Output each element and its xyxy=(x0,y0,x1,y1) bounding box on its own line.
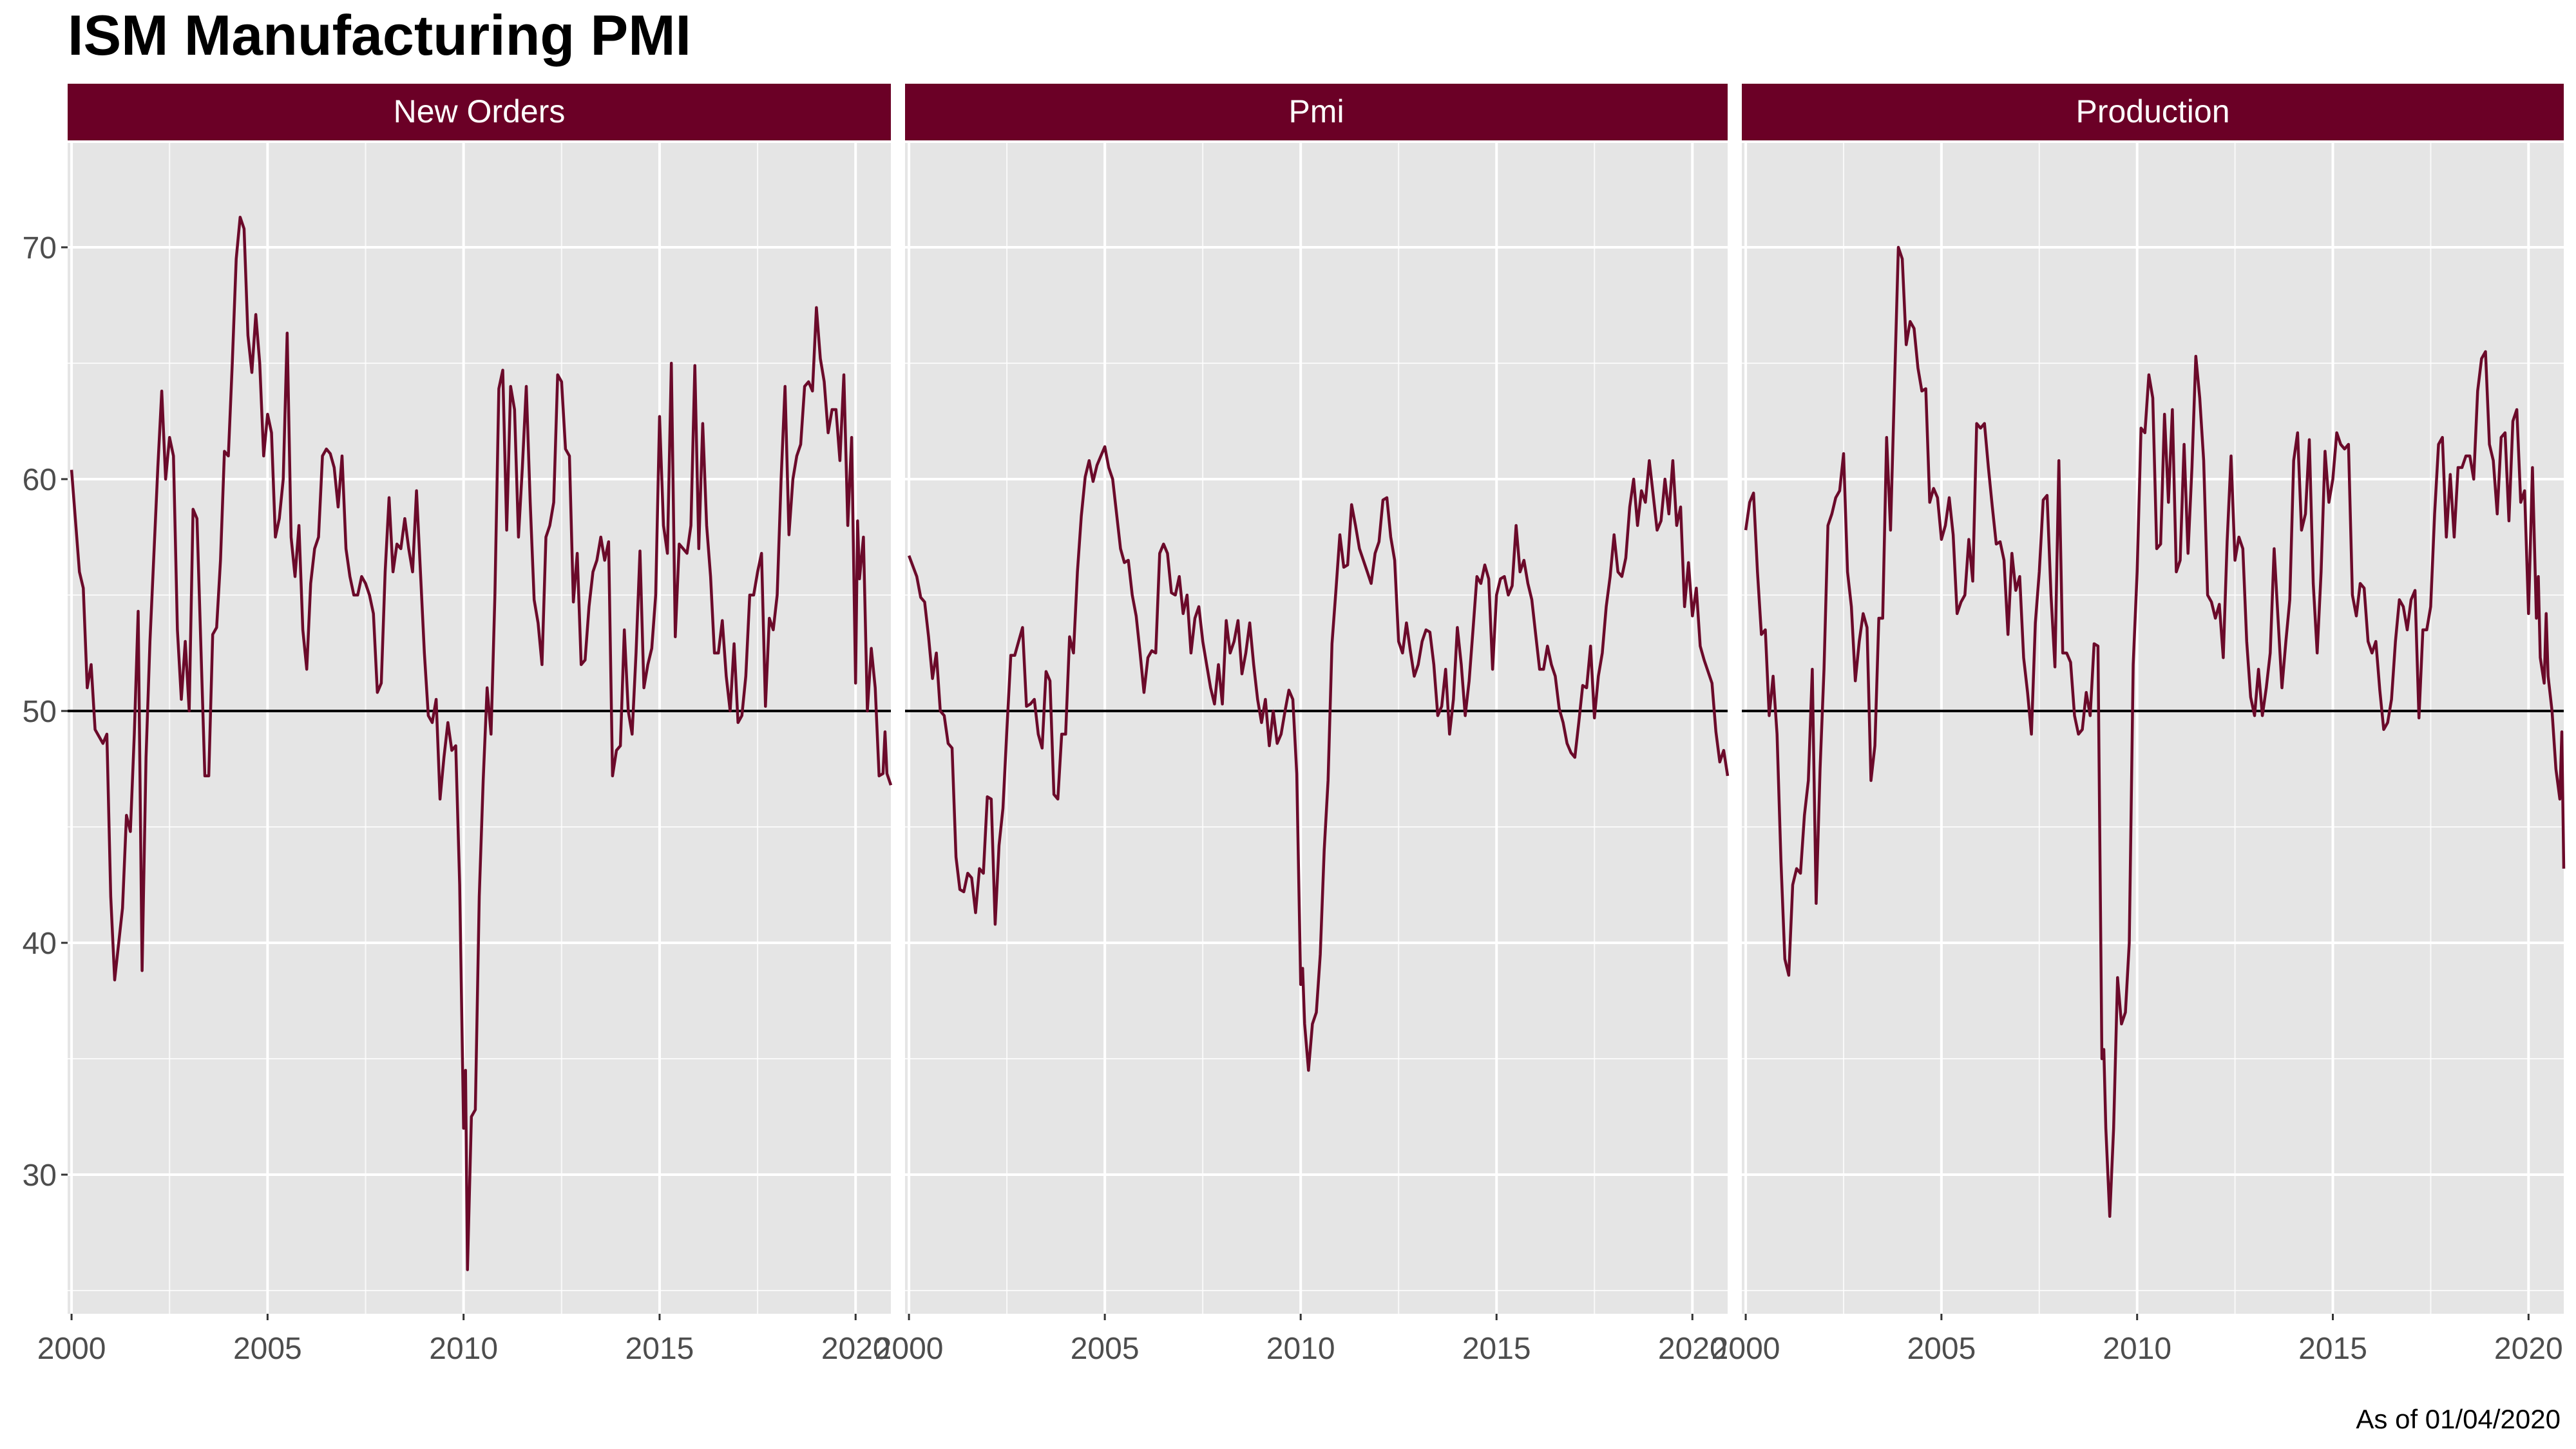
panel-background xyxy=(905,143,1728,1314)
panel-background xyxy=(68,143,891,1314)
facet-strip-label: Production xyxy=(2075,93,2229,129)
x-tick-label: 2010 xyxy=(2103,1332,2171,1366)
facet-strip-label: Pmi xyxy=(1288,93,1344,129)
x-tick-label: 2015 xyxy=(625,1332,694,1366)
y-axis: 30 40 50 60 70 xyxy=(23,231,68,1193)
series-line xyxy=(907,445,1730,1072)
x-tick-label: 2010 xyxy=(1266,1332,1335,1366)
panel-background xyxy=(1742,143,2564,1314)
chart-title: ISM Manufacturing PMI xyxy=(68,3,691,67)
x-tick-label: 2005 xyxy=(233,1332,302,1366)
x-tick-label: 2000 xyxy=(37,1332,106,1366)
facet-panels: New Orders 2000 2005 2010 2015 2020 Pmi 2000 200… xyxy=(37,84,2566,1366)
chart-caption: As of 01/04/2020 xyxy=(2356,1404,2561,1434)
x-tick-label: 2020 xyxy=(1658,1332,1727,1366)
panel-new-orders: New Orders 2000 2005 2010 2015 2020 xyxy=(37,84,893,1366)
facet-strip xyxy=(905,84,1728,140)
facet-strip xyxy=(1742,84,2564,140)
facet-strip-label: New Orders xyxy=(394,93,566,129)
x-tick-label: 2000 xyxy=(875,1332,944,1366)
x-tick-label: 2015 xyxy=(1462,1332,1531,1366)
x-tick-label: 2020 xyxy=(2494,1332,2563,1366)
panel-pmi: Pmi 2000 2005 2010 2015 2020 xyxy=(875,84,1730,1366)
y-tick-label: 40 xyxy=(23,927,57,961)
y-tick-label: 70 xyxy=(23,231,57,265)
x-tick-label: 2020 xyxy=(821,1332,890,1366)
x-tick-label: 2000 xyxy=(1712,1332,1780,1366)
y-tick-label: 60 xyxy=(23,463,57,497)
series-line xyxy=(70,215,893,1271)
x-tick-label: 2005 xyxy=(1071,1332,1140,1366)
series-line xyxy=(1744,245,2566,1218)
x-tick-label: 2010 xyxy=(429,1332,498,1366)
x-tick-label: 2015 xyxy=(2298,1332,2367,1366)
y-tick-label: 30 xyxy=(23,1159,57,1193)
panel-production: Production 2000 2005 2010 2015 2020 xyxy=(1712,84,2566,1366)
x-tick-label: 2005 xyxy=(1907,1332,1976,1366)
facet-strip xyxy=(68,84,891,140)
y-tick-label: 50 xyxy=(23,695,57,729)
